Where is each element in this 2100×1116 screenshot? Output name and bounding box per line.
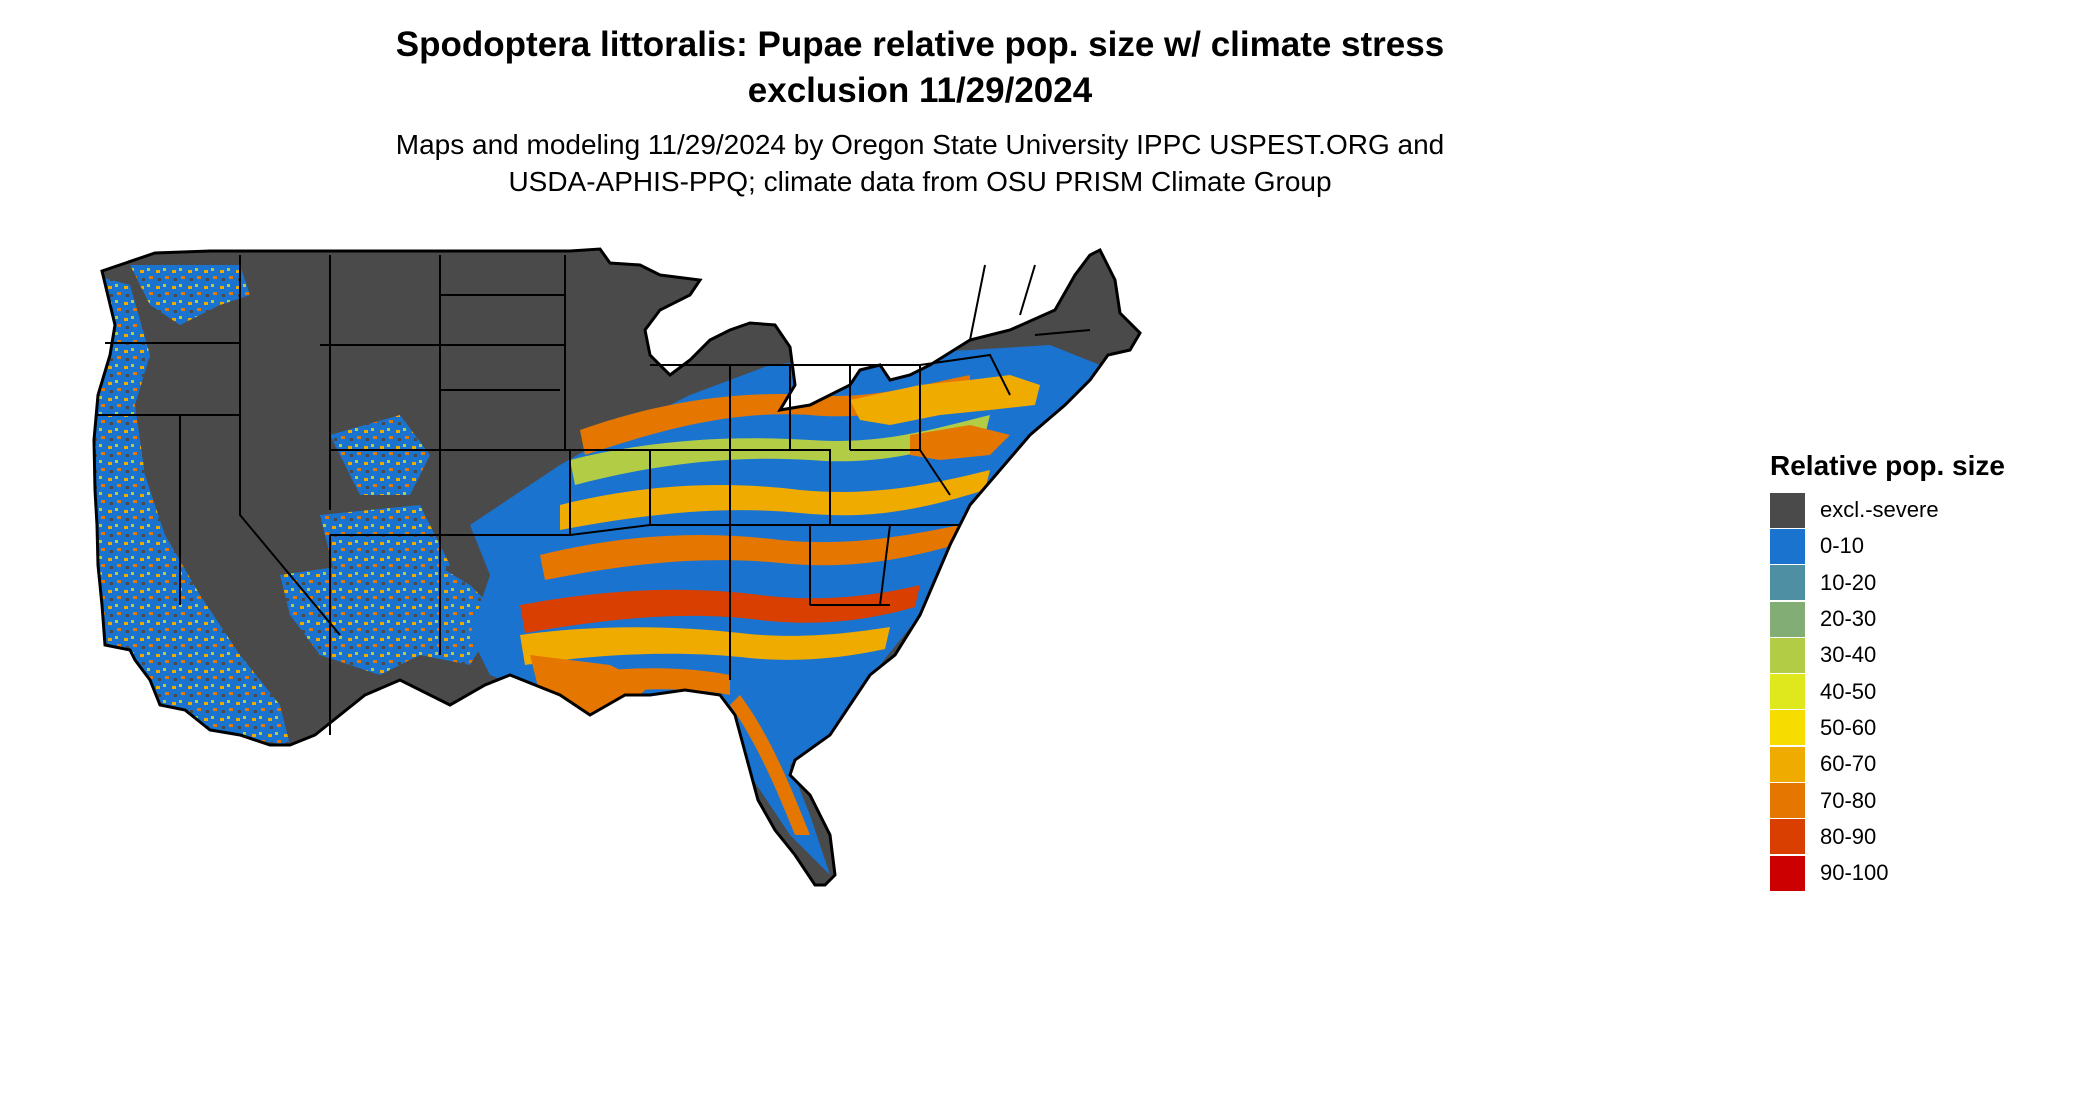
legend-item-30-40: 30-40 <box>1770 637 2090 673</box>
legend-item-10-20: 10-20 <box>1770 565 2090 601</box>
legend-swatch <box>1770 746 1805 782</box>
map-title-line-1: Spodoptera littoralis: Pupae relative po… <box>395 25 1445 64</box>
legend-item-excl-severe: excl.-severe <box>1770 492 2090 528</box>
legend-label: 40-50 <box>1820 678 1877 704</box>
legend-label: 20-30 <box>1820 606 1877 632</box>
legend-label: 30-40 <box>1820 642 1877 668</box>
legend-label: 10-20 <box>1820 569 1877 595</box>
map-title-line-2: exclusion 11/29/2024 <box>747 71 1093 110</box>
legend-label: 80-90 <box>1820 823 1877 849</box>
legend-title: Relative pop. size <box>1770 450 2005 481</box>
legend-swatch <box>1770 674 1805 710</box>
legend-swatch <box>1770 855 1805 891</box>
map-subtitle-line-2: USDA-APHIS-PPQ; climate data from OSU PR… <box>508 166 1332 197</box>
legend-item-80-90: 80-90 <box>1770 819 2090 855</box>
us-map <box>90 235 1750 1115</box>
legend-item-70-80: 70-80 <box>1770 782 2090 819</box>
map-title-block: Spodoptera littoralis: Pupae relative po… <box>300 22 1540 200</box>
legend-swatch <box>1770 783 1805 819</box>
legend-swatch <box>1770 492 1805 528</box>
legend-label: 50-60 <box>1820 714 1877 740</box>
legend-item-40-50: 40-50 <box>1770 673 2090 710</box>
legend-label: 60-70 <box>1820 751 1877 777</box>
legend-item-50-60: 50-60 <box>1770 710 2090 746</box>
legend-swatch <box>1770 637 1805 673</box>
legend-item-90-100: 90-100 <box>1770 855 2090 891</box>
legend-item-60-70: 60-70 <box>1770 746 2090 782</box>
legend-swatch <box>1770 710 1805 746</box>
legend-label: 90-100 <box>1820 860 1889 886</box>
map-legend: Relative pop. size excl.-severe 0-10 10-… <box>1770 448 2090 891</box>
map-subtitle: Maps and modeling 11/29/2024 by Oregon S… <box>300 126 1540 200</box>
legend-item-0-10: 0-10 <box>1770 528 2090 564</box>
legend-items: excl.-severe 0-10 10-20 20-30 30-40 40-5… <box>1770 492 2090 891</box>
legend-label: excl.-severe <box>1820 497 1939 523</box>
legend-item-20-30: 20-30 <box>1770 601 2090 637</box>
legend-swatch <box>1770 601 1805 637</box>
legend-swatch <box>1770 528 1805 564</box>
legend-label: 0-10 <box>1820 533 1865 559</box>
map-subtitle-line-1: Maps and modeling 11/29/2024 by Oregon S… <box>395 129 1445 160</box>
legend-swatch <box>1770 819 1805 855</box>
legend-swatch <box>1770 565 1805 601</box>
legend-label: 70-80 <box>1820 787 1877 813</box>
